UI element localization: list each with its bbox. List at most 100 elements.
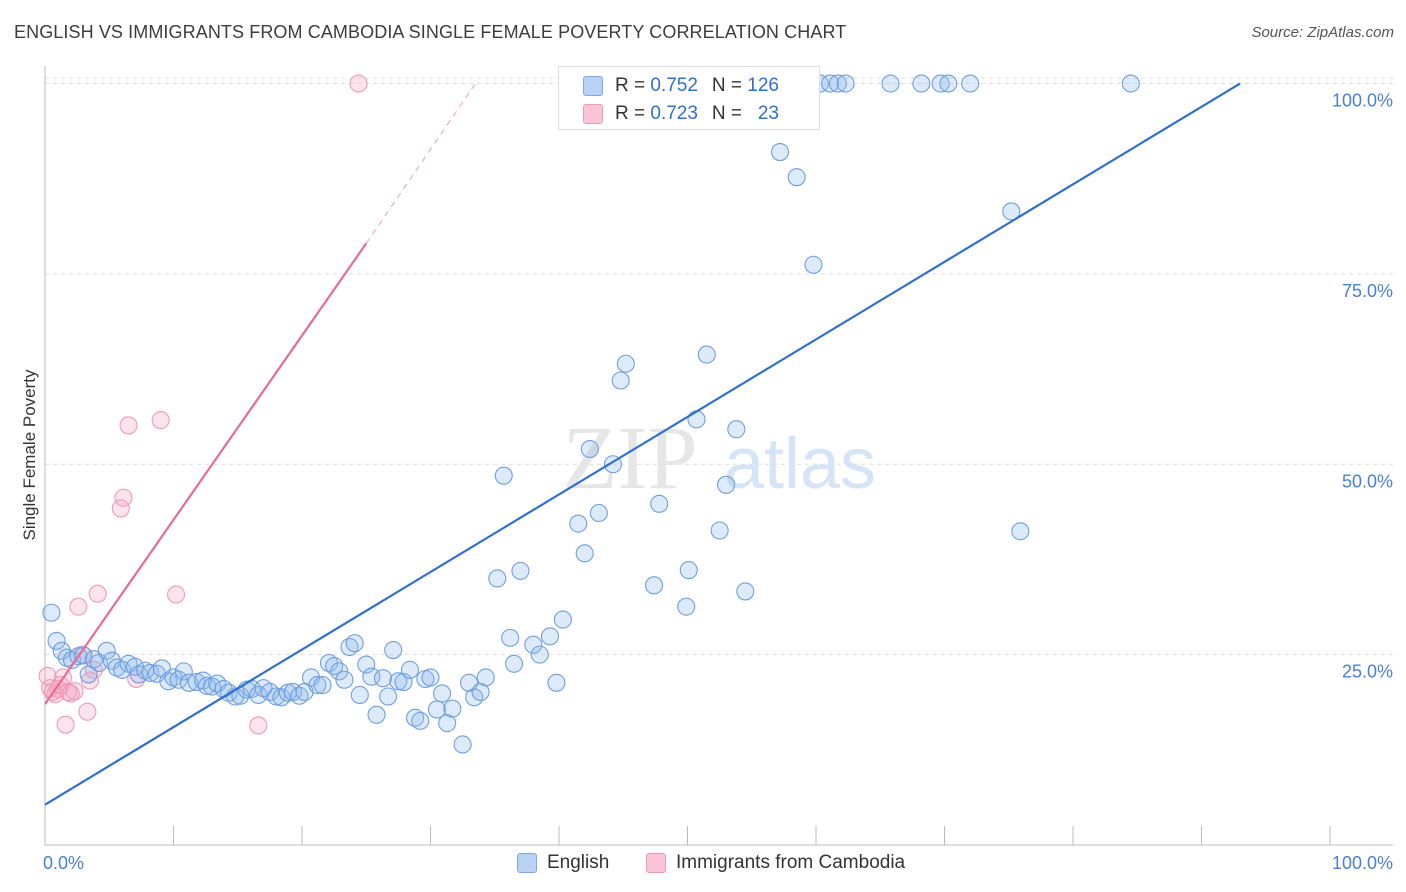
chart-title: ENGLISH VS IMMIGRANTS FROM CAMBODIA SING… [14,22,847,42]
data-point-english [524,635,543,654]
data-point-english [427,700,446,719]
data-point-english [335,670,354,689]
data-point-english [272,688,291,707]
data-point-english [710,521,729,540]
data-point-cambodia [80,671,100,690]
data-point-cambodia [349,74,368,93]
data-point-english [494,466,513,485]
data-point-english [575,544,594,563]
english-r-value: 0.752 [650,75,698,96]
data-point-english [443,699,462,718]
data-point-english [679,561,698,580]
stats-row-cambodia: R = 0.723 N = 23 [583,101,779,127]
data-point-english [308,676,327,695]
data-point-english [677,597,696,616]
english-n-value: 126 [747,75,779,96]
data-point-english [488,569,507,588]
data-point-english [476,668,495,687]
data-point-english [260,682,279,701]
data-point-english [203,677,222,696]
legend-label-english: English [547,852,610,873]
data-point-cambodia [249,716,268,735]
data-point-english [438,714,457,733]
data-point-english [687,410,706,429]
english-swatch [583,76,603,96]
trend-lines [44,82,1241,806]
data-point-english [141,663,160,682]
data-point-english [716,475,736,494]
stats-row-english: R = 0.752 N = 126 [583,73,779,99]
data-point-english [74,646,93,665]
data-point-english [406,708,425,727]
series-cambodia-points [38,74,368,735]
data-point-english [400,660,419,679]
data-point-english [736,582,755,601]
n-label: N = [711,103,758,124]
trend-line-cambodia [44,242,368,705]
data-point-english [770,142,790,162]
x-tick-label-max: 100.0% [1332,853,1393,873]
data-point-cambodia [111,499,130,518]
data-point-english [547,673,566,692]
data-point-english [421,668,440,687]
data-point-english [540,627,560,646]
data-point-english [501,628,520,647]
data-point-english [697,345,716,364]
data-point-english [530,645,549,664]
data-point-english [821,74,840,93]
data-point-english [313,676,332,695]
data-point-english [362,667,381,686]
data-point-english [325,657,344,676]
data-point-cambodia [56,715,75,734]
data-point-english [350,685,369,705]
r-label: R = [615,103,651,124]
grid-lines [45,77,1393,656]
data-point-english [804,255,823,274]
data-point-cambodia [69,597,88,616]
cambodia-n-value: 23 [757,103,779,124]
data-point-cambodia [167,585,186,604]
data-point-english [174,662,193,681]
legend-item-english[interactable]: English [517,852,609,874]
data-point-english [345,634,364,653]
data-point-english [939,74,958,93]
data-point-english [645,576,664,595]
data-point-english [97,641,116,660]
r-label: R = [615,75,651,96]
bottom-legend: English Immigrants from Cambodia [0,852,1406,878]
trend-line-cambodia-extension [365,83,476,244]
legend-label-cambodia: Immigrants from Cambodia [676,852,906,873]
tick-labels: 25.0% 50.0% 75.0% 100.0% 0.0% 100.0% [43,91,1393,873]
data-point-english [589,503,608,523]
cambodia-r-value: 0.723 [650,103,698,124]
cambodia-legend-swatch [646,853,666,873]
legend-item-cambodia[interactable]: Immigrants from Cambodia [646,852,905,874]
data-point-english [511,561,530,580]
data-point-english [912,74,931,93]
data-point-english [931,74,950,93]
stats-legend: R = 0.752 N = 126 R = 0.723 N = 23 [558,66,820,130]
data-point-english [433,684,452,703]
data-point-english [411,711,430,730]
data-point-english [836,74,855,93]
data-point-cambodia [119,416,138,435]
series-english-points [42,74,1140,754]
data-point-english [389,672,408,691]
data-point-cambodia [88,584,107,603]
data-point-english [553,610,572,629]
data-point-cambodia [114,488,133,507]
source-label: Source: ZipAtlas.com [1251,24,1394,41]
data-point-english [42,603,61,622]
data-point-english [616,354,635,373]
axes [44,66,1393,846]
y-tick-label: 100.0% [1332,91,1393,111]
data-point-english [828,74,847,93]
data-point-english [47,631,66,650]
x-tick-label-min: 0.0% [43,853,84,873]
y-tick-label: 25.0% [1342,662,1393,682]
data-point-english [379,687,398,706]
data-point-english [961,74,980,93]
watermark-atlas: atlas [724,424,876,504]
data-point-english [611,371,630,390]
